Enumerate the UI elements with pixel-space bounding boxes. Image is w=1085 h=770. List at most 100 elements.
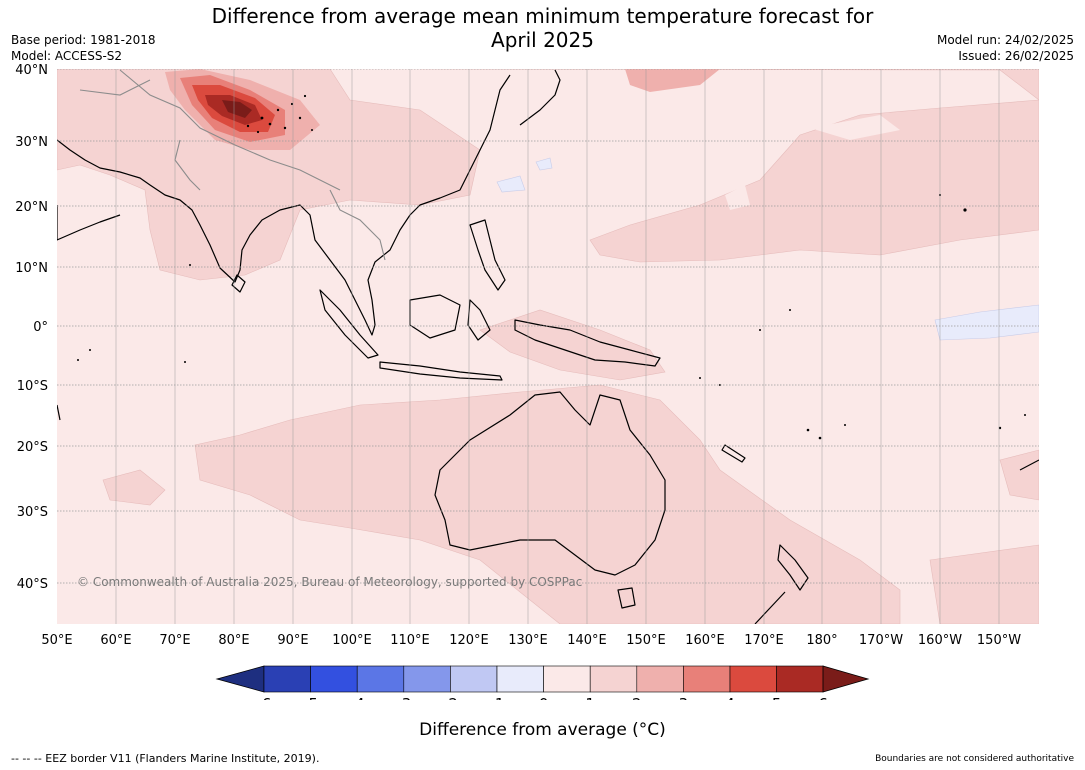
title-line-1: Difference from average mean minimum tem…	[211, 4, 874, 28]
forecast-map: © Commonwealth of Australia 2025, Bureau…	[15, 63, 1039, 700]
sumatra-coast	[319, 289, 379, 359]
latitude-labels: 40°N 30°N 20°N 10°N 0° 10°S 20°S 30°S 40…	[15, 63, 48, 592]
map-title: Difference from average mean minimum tem…	[0, 4, 1085, 52]
indochina-border	[329, 189, 386, 261]
lon-label: 150°E	[626, 633, 666, 648]
colorbar-cell	[589, 665, 638, 693]
colorbar-max-extend	[822, 665, 870, 693]
lon-label: 70°E	[159, 633, 190, 648]
lon-label: 140°E	[567, 633, 607, 648]
australia-coast	[434, 391, 666, 576]
colorbar-cell	[356, 665, 405, 693]
sulawesi-coast	[467, 299, 491, 341]
colorbar-tick-label: -3	[396, 695, 411, 700]
fiji-coast	[1019, 459, 1039, 471]
arabian-coast	[57, 205, 121, 241]
colorbar-tick-label: -5	[303, 695, 318, 700]
pacific-cool-pocket	[725, 185, 750, 210]
lon-label: 170°W	[859, 633, 903, 648]
colorbar-tick-label: -4	[350, 695, 365, 700]
central-asia-border	[79, 79, 151, 96]
map-panel: © Commonwealth of Australia 2025, Bureau…	[57, 69, 1039, 624]
lon-label: 130°E	[508, 633, 548, 648]
colorbar-cell	[263, 665, 311, 693]
colorbar-cell	[776, 665, 824, 693]
colorbar-tick-label: -1	[490, 695, 505, 700]
model-run: Model run: 24/02/2025	[936, 33, 1074, 47]
colorbar-tick-label: 1	[585, 695, 595, 700]
sri-lanka-coast	[231, 274, 246, 293]
lat-label: 40°N	[15, 63, 48, 78]
lat-label: 10°N	[15, 261, 48, 276]
country-borders	[79, 69, 386, 261]
colorbar-tick-label: -6	[257, 695, 272, 700]
new-guinea-warm-region	[479, 309, 666, 381]
indian-ocean-warm-patch	[102, 469, 166, 506]
pacific-islands	[77, 194, 1026, 440]
title-line-2: April 2025	[491, 28, 594, 52]
colorbar-tick-label: 0	[539, 695, 549, 700]
lon-label: 120°E	[449, 633, 489, 648]
lon-label: 80°E	[218, 633, 249, 648]
coastlines	[57, 69, 1039, 624]
model-info: Base period: 1981-2018 Model: ACCESS-S2	[11, 32, 156, 64]
east-china-sea-cool-patch	[496, 175, 526, 193]
lat-label: 40°S	[17, 577, 48, 592]
colorbar-label: Difference from average (°C)	[419, 720, 666, 740]
lat-label: 20°S	[17, 440, 48, 455]
north-pacific-warm-2-3	[625, 69, 720, 92]
java-coast	[379, 361, 503, 381]
colorbar-tick-label: -2	[443, 695, 458, 700]
nz-north-island-coast	[777, 544, 809, 591]
colorbar: -6 -5 -4 -3 -2 -1 0 1 2 3 4 5 6	[215, 665, 870, 700]
colorbar-cell	[683, 665, 731, 693]
pacific-light-pocket	[810, 115, 900, 140]
lon-label: 170°E	[744, 633, 784, 648]
lon-label: 90°E	[277, 633, 308, 648]
boundaries-disclaimer: Boundaries are not considered authoritat…	[875, 754, 1074, 764]
japan-coast	[519, 69, 561, 126]
pakistan-india-border	[174, 139, 201, 191]
colorbar-cells	[263, 665, 824, 693]
issued-date: Issued: 26/02/2025	[958, 49, 1074, 63]
model-name: Model: ACCESS-S2	[11, 49, 123, 63]
lat-label: 20°N	[15, 200, 48, 215]
base-period: Base period: 1981-2018	[11, 33, 156, 47]
colorbar-cell	[636, 665, 684, 693]
colorbar-min-extend	[215, 665, 265, 693]
lon-label: 50°E	[41, 633, 72, 648]
colorbar-cell	[450, 665, 498, 693]
tibet-lakes	[246, 94, 313, 134]
colorbar-cell	[310, 665, 358, 693]
south-pacific-warm-patch	[929, 544, 1039, 624]
lon-label: 100°E	[332, 633, 372, 648]
himalaya-border	[119, 69, 341, 191]
new-guinea-coast	[514, 319, 661, 367]
lat-label: 0°	[33, 320, 48, 335]
colorbar-tick-label: 5	[772, 695, 782, 700]
asia-india-warm-region	[57, 69, 481, 281]
new-caledonia-coast	[721, 444, 746, 463]
colorbar-cell	[543, 665, 591, 693]
philippines-coast	[469, 219, 506, 291]
colorbar-tick-label: 3	[679, 695, 689, 700]
longitude-gridlines	[115, 69, 1000, 624]
colorbar-tick-label: 6	[818, 695, 828, 700]
lon-label: 180°	[806, 633, 837, 648]
lon-label: 60°E	[100, 633, 131, 648]
colorbar-tick-label: 4	[725, 695, 735, 700]
colorbar-ticks: -6 -5 -4 -3 -2 -1 0 1 2 3 4 5 6	[257, 695, 828, 700]
lat-label: 30°S	[17, 505, 48, 520]
lon-label: 150°W	[977, 633, 1021, 648]
australia-southern-ocean-warm-region	[194, 384, 901, 624]
colorbar-cell	[729, 665, 777, 693]
lon-label: 160°E	[685, 633, 725, 648]
colorbar-tick-label: 2	[632, 695, 642, 700]
copyright-notice: © Commonwealth of Australia 2025, Bureau…	[77, 575, 582, 589]
colorbar-cell	[403, 665, 451, 693]
japan-cool-patch	[535, 157, 553, 171]
madagascar-coast-fragment	[57, 404, 61, 421]
anomaly-1-2-regions	[57, 69, 1039, 624]
eez-border-legend: -- -- -- EEZ border V11 (Flanders Marine…	[11, 752, 320, 765]
lat-label: 10°S	[17, 379, 48, 394]
